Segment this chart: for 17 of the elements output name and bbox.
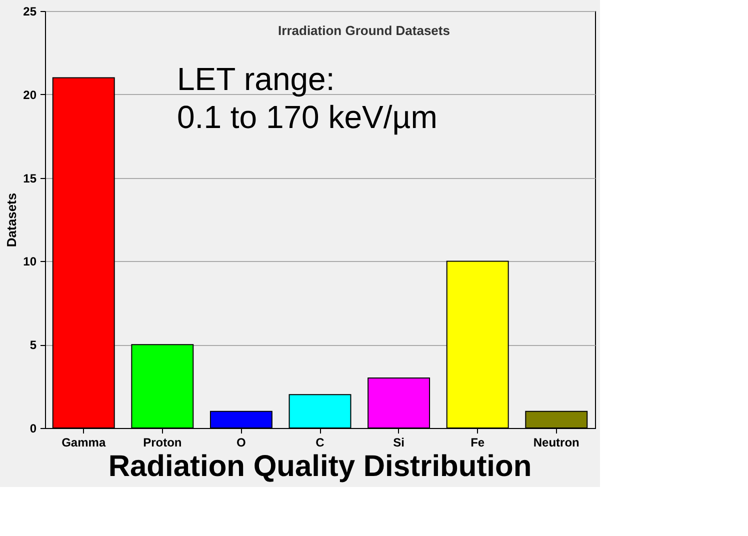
x-tick-label: C <box>316 436 325 450</box>
x-tick-label: Fe <box>470 436 485 450</box>
y-tick-label: 5 <box>30 338 37 352</box>
y-tick-label: 0 <box>30 422 37 436</box>
x-tick-label: Si <box>393 436 404 450</box>
x-tick-label: O <box>236 436 246 450</box>
y-tick-label: 25 <box>23 4 37 18</box>
text: Radiation Quality Distribution <box>108 450 532 483</box>
y-tick-label: 20 <box>23 88 37 102</box>
y-axis-title: Datasets <box>4 192 20 248</box>
x-tick-label: Neutron <box>533 436 580 450</box>
annotation: LET range: 0.1 to 170 keV/µm <box>177 61 438 136</box>
y-tick-label: 15 <box>23 171 37 186</box>
annotation: Irradiation Ground Datasets <box>278 23 450 38</box>
y-tick-label: 10 <box>23 254 37 269</box>
x-tick-label: Gamma <box>62 436 106 450</box>
x-tick-label: Proton <box>143 436 182 450</box>
